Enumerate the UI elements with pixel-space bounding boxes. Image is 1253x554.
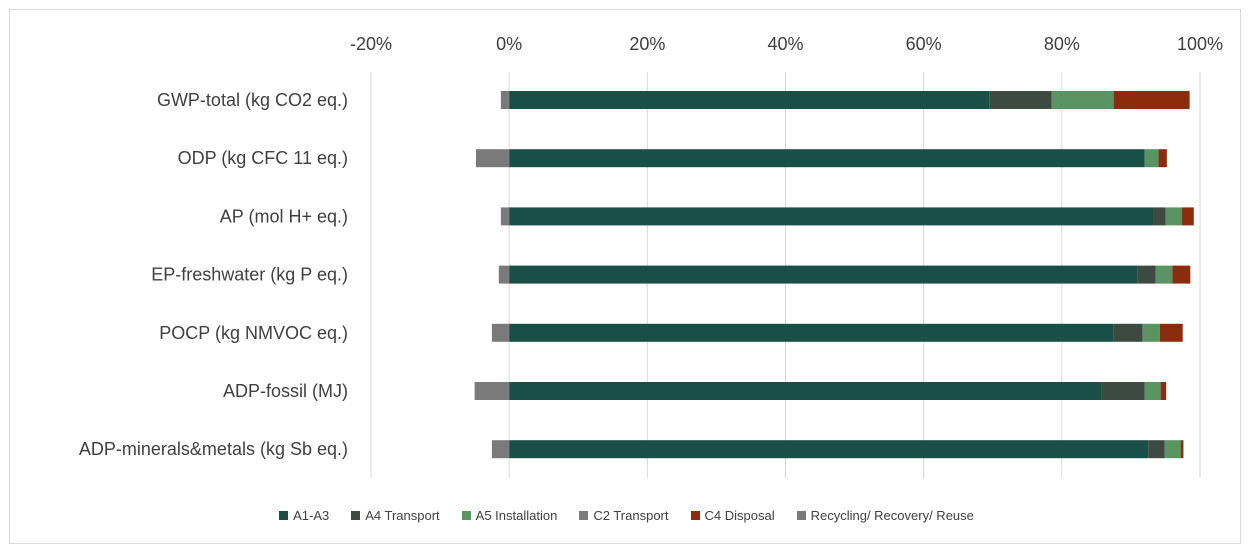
bar-segment [509, 91, 990, 109]
bar-segment [1180, 440, 1184, 459]
bar-segment [1164, 440, 1181, 459]
x-tick-label: 20% [629, 34, 665, 54]
legend-label: A4 Transport [365, 508, 440, 523]
bar-segment-negative [474, 382, 510, 400]
bar-segment [989, 91, 1052, 109]
bar-segment [1165, 207, 1183, 226]
legend-label: A1-A3 [293, 508, 330, 523]
bar-segment [1142, 323, 1160, 342]
legend-swatch [461, 511, 471, 520]
legend-item: A4 Transport [351, 508, 440, 523]
bar-segment-negative [491, 323, 510, 342]
bar-segment [1155, 265, 1173, 284]
x-tick-label: 100% [1177, 34, 1223, 54]
bar-segment [1144, 149, 1159, 168]
bar-segment [1172, 265, 1191, 284]
legend-label: C4 Disposal [704, 508, 775, 523]
bar-segment-negative [498, 265, 510, 284]
bar-segment [509, 149, 1145, 168]
bar-segment [1144, 382, 1161, 400]
bar-segment [509, 382, 1102, 400]
bar-segment [1137, 265, 1156, 284]
bar-segment [1182, 207, 1194, 226]
bar-segment [1158, 149, 1167, 168]
bar-segment [1113, 323, 1143, 342]
y-axis-category-labels: GWP-total (kg CO2 eq.) ODP (kg CFC 11 eq.… [79, 90, 348, 459]
category-label: AP (mol H+ eq.) [220, 206, 348, 226]
x-tick-label: 60% [906, 34, 942, 54]
category-label: ADP-minerals&metals (kg Sb eq.) [79, 439, 348, 459]
legend-item: A1-A3 [279, 508, 329, 523]
legend-item: Recycling/ Recovery/ Reuse [796, 508, 974, 523]
x-axis-tick-labels: -20% 0% 20% 40% 60% 80% 100% [350, 34, 1223, 54]
bar-segment [1160, 382, 1167, 400]
category-label: GWP-total (kg CO2 eq.) [157, 90, 348, 110]
category-label: ODP (kg CFC 11 eq.) [178, 148, 348, 168]
legend-swatch [279, 511, 289, 520]
bars [474, 91, 1194, 459]
legend-item: C4 Disposal [690, 508, 775, 523]
bar-segment [1148, 440, 1165, 459]
x-tick-label: 40% [767, 34, 803, 54]
legend-swatch [796, 511, 806, 520]
bar-segment-negative [476, 149, 510, 168]
bar-segment [1101, 382, 1145, 400]
category-label: POCP (kg NMVOC eq.) [159, 323, 348, 343]
legend-label: A5 Installation [475, 508, 558, 523]
bar-segment [1153, 207, 1166, 226]
bar-segment-negative [491, 440, 510, 459]
bar-segment [509, 440, 1149, 459]
bar-segment [509, 323, 1114, 342]
category-label: ADP-fossil (MJ) [223, 381, 348, 401]
x-tick-label: 0% [496, 34, 522, 54]
bar-segment [1113, 91, 1190, 109]
legend-label: Recycling/ Recovery/ Reuse [810, 508, 974, 523]
bar-segment [509, 207, 1154, 226]
legend-swatch [579, 511, 589, 520]
legend-swatch [351, 511, 361, 520]
legend-item: C2 Transport [579, 508, 669, 523]
legend: A1-A3 A4 Transport A5 Installation C2 Trans… [0, 508, 1253, 523]
bar-segment-negative [500, 91, 510, 109]
x-tick-label: -20% [350, 34, 392, 54]
category-label: EP-freshwater (kg P eq.) [151, 265, 348, 285]
legend-swatch [690, 511, 700, 520]
bar-segment [1051, 91, 1114, 109]
legend-label: C2 Transport [593, 508, 669, 523]
bar-segment [1159, 323, 1183, 342]
bar-segment [509, 265, 1138, 284]
legend-item: A5 Installation [461, 508, 558, 523]
x-tick-label: 80% [1044, 34, 1080, 54]
bar-segment-negative [500, 207, 510, 226]
